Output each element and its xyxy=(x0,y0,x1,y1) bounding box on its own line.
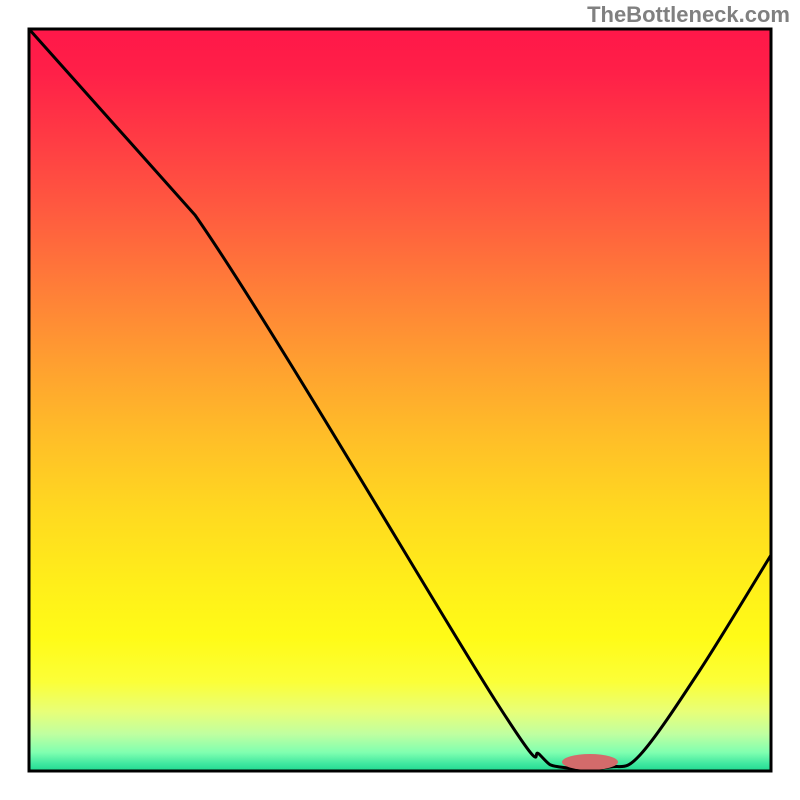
optimal-marker xyxy=(562,754,618,770)
chart-background xyxy=(29,29,771,771)
watermark-text: TheBottleneck.com xyxy=(587,2,790,28)
bottleneck-chart xyxy=(0,0,800,800)
